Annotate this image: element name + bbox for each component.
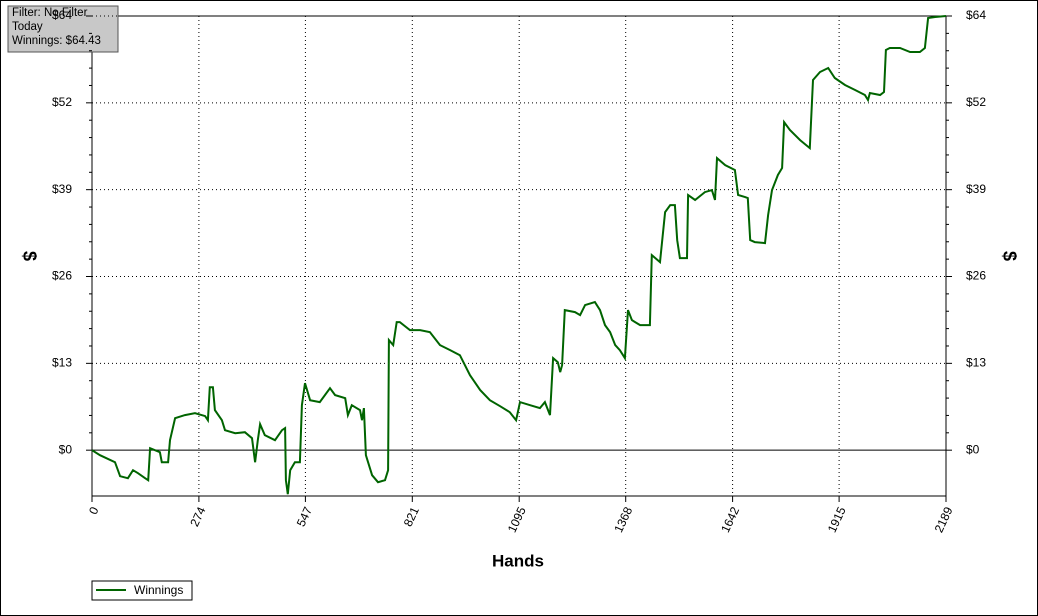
y2-tick-label: $64 — [966, 8, 986, 22]
x-axis-label: Hands — [492, 551, 544, 570]
y-tick-label: $13 — [52, 356, 72, 370]
filter-text: Winnings: $64.43 — [12, 35, 101, 47]
y-tick-label: $64 — [52, 8, 72, 22]
filter-text: Filter: No Filter — [12, 7, 88, 19]
y2-tick-label: $13 — [966, 356, 986, 370]
filter-text: Today — [12, 21, 43, 33]
data-line — [91, 15, 947, 495]
y2-tick-label: $0 — [966, 442, 980, 456]
y2-tick-label: $39 — [966, 182, 986, 196]
legend-box — [91, 580, 193, 601]
y2-tick-label: $52 — [966, 95, 986, 109]
y2-axis-label: $ — [999, 251, 1019, 261]
y-tick-label: $52 — [52, 95, 72, 109]
y-tick-label: $0 — [59, 442, 73, 456]
y2-tick-label: $26 — [966, 269, 986, 283]
y-tick-label: $39 — [52, 182, 72, 196]
y-axis-label: $ — [19, 251, 39, 261]
y-tick-label: $26 — [52, 269, 72, 283]
legend-label: Winnings — [134, 583, 183, 597]
filter-box — [7, 5, 119, 53]
